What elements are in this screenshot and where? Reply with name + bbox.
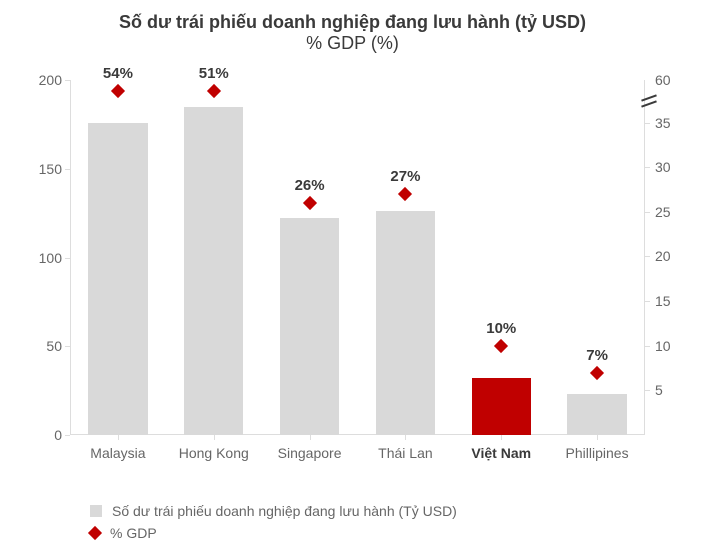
chart-container: Số dư trái phiếu doanh nghiệp đang lưu h… bbox=[0, 0, 705, 555]
y-left-tick-label: 100 bbox=[22, 250, 62, 266]
y-left-tick bbox=[65, 258, 70, 259]
bar bbox=[567, 394, 626, 435]
bar bbox=[184, 107, 243, 435]
y-right-tick bbox=[645, 212, 650, 213]
chart-subtitle: % GDP (%) bbox=[0, 33, 705, 54]
x-tick-label: Malaysia bbox=[90, 445, 145, 461]
legend: Số dư trái phiếu doanh nghiệp đang lưu h… bbox=[90, 497, 665, 541]
gdp-data-label: 54% bbox=[103, 65, 133, 82]
x-tick-label: Singapore bbox=[278, 445, 342, 461]
y-right-axis-line bbox=[644, 80, 645, 435]
gdp-data-label: 7% bbox=[586, 347, 608, 364]
y-right-tick-label: 5 bbox=[655, 382, 695, 398]
y-left-tick-label: 150 bbox=[22, 161, 62, 177]
y-right-tick bbox=[645, 123, 650, 124]
gdp-marker-icon bbox=[111, 84, 125, 98]
legend-label-gdp: % GDP bbox=[110, 525, 157, 541]
gdp-data-label: 27% bbox=[390, 168, 420, 185]
chart-title: Số dư trái phiếu doanh nghiệp đang lưu h… bbox=[0, 12, 705, 33]
gdp-marker-icon bbox=[398, 187, 412, 201]
gdp-data-label: 51% bbox=[199, 65, 229, 82]
title-block: Số dư trái phiếu doanh nghiệp đang lưu h… bbox=[0, 0, 705, 54]
y-right-tick bbox=[645, 346, 650, 347]
legend-item-gdp: % GDP bbox=[90, 525, 665, 541]
bar bbox=[88, 123, 147, 435]
y-right-tick bbox=[645, 301, 650, 302]
legend-diamond-icon bbox=[88, 526, 102, 540]
gdp-data-label: 26% bbox=[295, 177, 325, 194]
gdp-marker-icon bbox=[303, 196, 317, 210]
legend-label-bars: Số dư trái phiếu doanh nghiệp đang lưu h… bbox=[112, 503, 457, 519]
bar bbox=[376, 211, 435, 435]
gdp-data-label: 10% bbox=[486, 320, 516, 337]
x-tick bbox=[501, 435, 502, 440]
gdp-marker-icon bbox=[590, 365, 604, 379]
y-left-axis-line bbox=[70, 80, 71, 435]
y-right-tick bbox=[645, 167, 650, 168]
y-left-tick bbox=[65, 80, 70, 81]
x-tick-label: Hong Kong bbox=[179, 445, 249, 461]
y-right-tick-label: 60 bbox=[655, 72, 695, 88]
y-right-tick-label: 20 bbox=[655, 248, 695, 264]
bar bbox=[472, 378, 531, 435]
gdp-marker-icon bbox=[494, 339, 508, 353]
legend-item-bars: Số dư trái phiếu doanh nghiệp đang lưu h… bbox=[90, 503, 665, 519]
x-tick bbox=[118, 435, 119, 440]
y-right-tick-label: 25 bbox=[655, 204, 695, 220]
y-right-tick-label: 30 bbox=[655, 159, 695, 175]
y-left-tick bbox=[65, 169, 70, 170]
y-right-tick-label: 35 bbox=[655, 115, 695, 131]
x-axis-line bbox=[70, 434, 645, 435]
y-left-tick-label: 0 bbox=[22, 427, 62, 443]
y-right-tick-label: 15 bbox=[655, 293, 695, 309]
x-tick bbox=[405, 435, 406, 440]
x-tick bbox=[597, 435, 598, 440]
y-left-tick bbox=[65, 346, 70, 347]
x-tick-label: Việt Nam bbox=[471, 445, 531, 461]
y-left-tick bbox=[65, 435, 70, 436]
y-left-tick-label: 50 bbox=[22, 338, 62, 354]
x-tick-label: Thái Lan bbox=[378, 445, 432, 461]
plot-area: 05010015020051015202530356054%Malaysia51… bbox=[70, 80, 645, 435]
legend-square-icon bbox=[90, 505, 102, 517]
y-right-tick bbox=[645, 390, 650, 391]
bar bbox=[280, 218, 339, 435]
y-right-tick-label: 10 bbox=[655, 338, 695, 354]
y-right-tick bbox=[645, 256, 650, 257]
x-tick bbox=[310, 435, 311, 440]
y-left-tick-label: 200 bbox=[22, 72, 62, 88]
x-tick bbox=[214, 435, 215, 440]
gdp-marker-icon bbox=[207, 84, 221, 98]
x-tick-label: Phillipines bbox=[566, 445, 629, 461]
